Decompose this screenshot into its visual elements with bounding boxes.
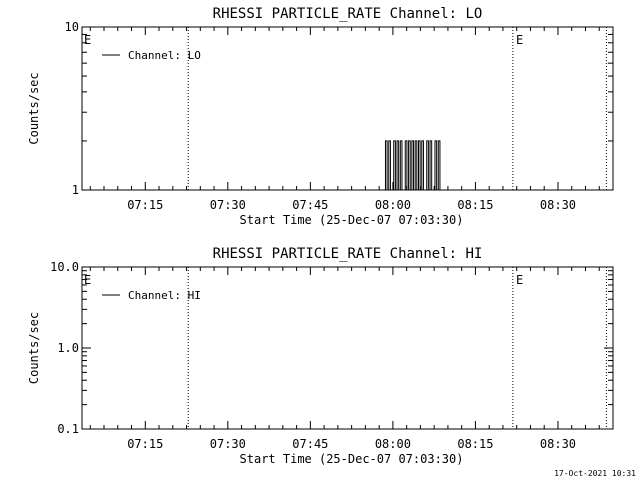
x-tick-label: 08:30 [540, 198, 576, 212]
series-line-channel-lo [383, 140, 441, 191]
y-axis-label: Counts/sec [27, 72, 41, 144]
legend-entry: Channel: LO [128, 49, 201, 62]
x-tick-label: 07:15 [127, 198, 163, 212]
event-marker-label: E [84, 33, 91, 47]
y-axis-label: Counts/sec [27, 312, 41, 384]
plot-frame [81, 26, 614, 191]
y-tick-label: 1 [72, 183, 79, 197]
y-tick-label: 0.1 [57, 422, 79, 436]
panel-hi: RHESSI PARTICLE_RATE Channel: HI Counts/s… [27, 246, 614, 466]
chart-title: RHESSI PARTICLE_RATE Channel: LO [213, 6, 483, 22]
footer-timestamp: 17-Oct-2021 10:31 [554, 469, 636, 478]
x-tick-label: 07:30 [210, 437, 246, 451]
x-tick-label: 08:00 [375, 437, 411, 451]
x-axis-label: Start Time (25-Dec-07 07:03:30) [240, 213, 464, 227]
y-tick-label: 1.0 [57, 341, 79, 355]
x-tick-label: 08:15 [457, 437, 493, 451]
x-tick-label: 07:45 [292, 437, 328, 451]
x-tick-label: 08:00 [375, 198, 411, 212]
y-tick-label: 10.0 [50, 260, 79, 274]
panel-lo: RHESSI PARTICLE_RATE Channel: LO Counts/s… [27, 6, 614, 227]
x-tick-label: 08:15 [457, 198, 493, 212]
legend-entry: Channel: HI [128, 289, 201, 302]
event-marker-label: E [516, 273, 523, 287]
event-marker-label: E [516, 33, 523, 47]
x-tick-label: 08:30 [540, 437, 576, 451]
x-tick-label: 07:15 [127, 437, 163, 451]
chart-title: RHESSI PARTICLE_RATE Channel: HI [213, 246, 483, 262]
x-axis-label: Start Time (25-Dec-07 07:03:30) [240, 452, 464, 466]
x-tick-label: 07:45 [292, 198, 328, 212]
x-tick-label: 07:30 [210, 198, 246, 212]
event-marker-label: E [84, 273, 91, 287]
y-tick-label: 10 [65, 20, 79, 34]
